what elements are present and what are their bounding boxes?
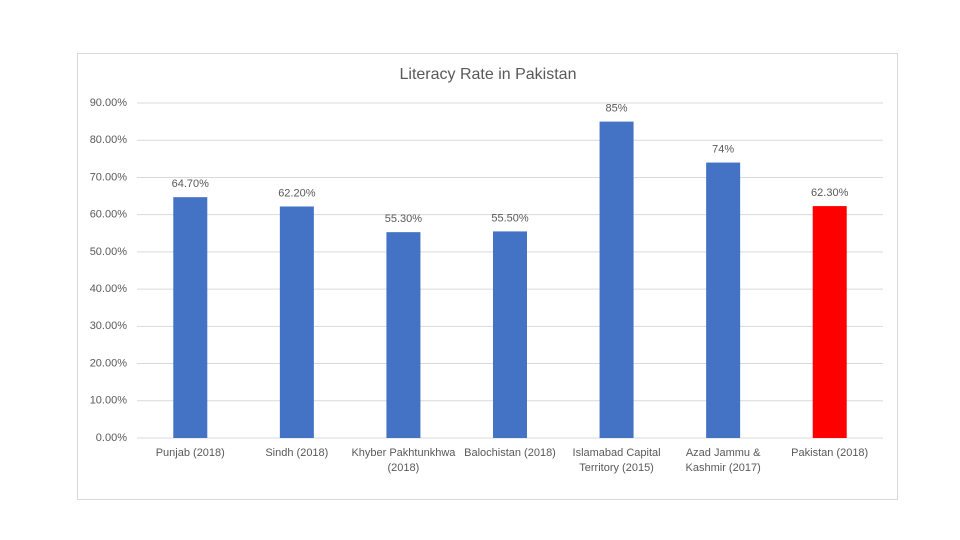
bar xyxy=(599,121,634,438)
y-tick-label: 80.00% xyxy=(90,134,128,146)
y-tick-label: 40.00% xyxy=(90,283,128,295)
value-label: 62.20% xyxy=(278,187,316,199)
y-tick-label: 20.00% xyxy=(90,357,128,369)
value-label: 55.30% xyxy=(385,213,423,225)
x-tick-label: Khyber Pakhtunkhwa (2018) xyxy=(351,447,456,474)
value-label: 64.70% xyxy=(172,178,210,190)
y-tick-label: 90.00% xyxy=(90,97,128,109)
y-tick-label: 70.00% xyxy=(90,171,128,183)
bar xyxy=(386,232,421,438)
value-label: 62.30% xyxy=(811,187,849,199)
x-tick-label: Azad Jammu & Kashmir (2017) xyxy=(685,447,761,474)
x-tick-label: Punjab (2018) xyxy=(155,447,225,459)
x-tick-label: Balochistan (2018) xyxy=(464,447,556,459)
chart-border xyxy=(77,53,898,500)
y-tick-label: 50.00% xyxy=(90,246,128,258)
y-tick-label: 30.00% xyxy=(90,320,128,332)
value-label: 85% xyxy=(606,103,628,115)
value-label: 74% xyxy=(712,143,734,155)
bar xyxy=(173,197,208,438)
value-label: 55.50% xyxy=(491,212,529,224)
bar xyxy=(493,231,527,438)
x-tick-label: Islamabad Capital Territory (2015) xyxy=(572,447,661,474)
bar xyxy=(279,206,314,438)
bar xyxy=(706,162,741,439)
y-tick-label: 60.00% xyxy=(90,209,128,221)
x-tick-label: Sindh (2018) xyxy=(265,447,329,459)
chart-title: Literacy Rate in Pakistan xyxy=(400,66,577,83)
y-tick-label: 0.00% xyxy=(96,432,127,444)
x-tick-label: Pakistan (2018) xyxy=(791,447,869,459)
bar xyxy=(812,206,847,438)
y-tick-label: 10.00% xyxy=(90,395,128,407)
